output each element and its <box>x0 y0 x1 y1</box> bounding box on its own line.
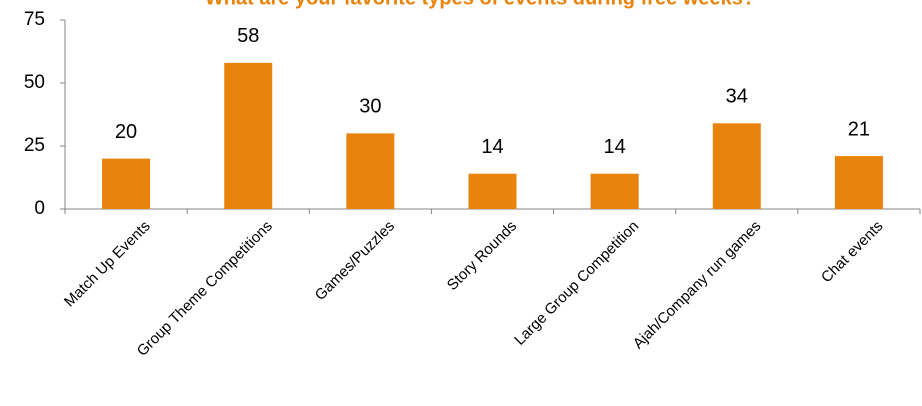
x-tick-label: Group Theme Competitions <box>134 218 276 360</box>
data-label: 20 <box>115 121 137 143</box>
y-tick-label: 0 <box>34 198 45 219</box>
y-tick-label: 25 <box>24 135 45 156</box>
bar <box>468 173 517 209</box>
data-label: 58 <box>237 25 259 47</box>
data-label: 21 <box>848 118 870 140</box>
chart-title: What are your favorite types of events d… <box>205 0 755 9</box>
y-tick-label: 75 <box>24 9 45 30</box>
y-tick-label: 50 <box>24 72 45 93</box>
x-tick-label: Story Rounds <box>444 218 520 294</box>
x-tick-label: Large Group Competition <box>511 218 642 349</box>
bar <box>834 156 883 209</box>
bar <box>712 123 761 209</box>
data-label: 34 <box>726 86 748 108</box>
x-tick-label: Games/Puzzles <box>312 218 398 304</box>
x-tick-label: Chat events <box>818 218 887 287</box>
data-label: 14 <box>604 136 626 158</box>
x-tick-label: Match Up Events <box>61 218 154 311</box>
x-tick-label: Ajah/Company run games <box>630 218 765 353</box>
bar <box>224 62 273 210</box>
bar <box>346 133 395 209</box>
bar <box>590 173 639 209</box>
data-label: 14 <box>481 136 503 158</box>
data-label: 30 <box>359 96 381 118</box>
bar <box>102 158 151 209</box>
